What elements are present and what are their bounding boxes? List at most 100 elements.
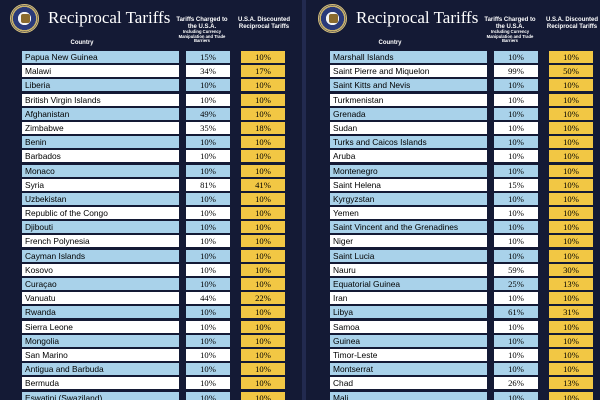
country-cell: Curaçao (22, 278, 179, 290)
table-row: Bermuda 10% 10% (2, 376, 296, 390)
discounted-cell: 10% (241, 165, 285, 177)
country-cell: San Marino (22, 349, 179, 361)
table-row: Sudan 10% 10% (310, 121, 600, 135)
table-row: Curaçao 10% 10% (2, 277, 296, 291)
discounted-cell: 10% (241, 193, 285, 205)
seal-eagle-icon (329, 14, 338, 23)
charged-header-label: Tariffs Charged to the U.S.A. (484, 17, 535, 30)
discounted-cell: 10% (549, 207, 593, 219)
table-row: Liberia 10% 10% (2, 78, 296, 92)
discounted-cell: 10% (241, 51, 285, 63)
table-row: Samoa 10% 10% (310, 320, 600, 334)
presidential-seal-icon (10, 4, 39, 33)
discounted-cell: 10% (549, 150, 593, 162)
discounted-cell: 10% (241, 250, 285, 262)
charged-cell: 10% (494, 193, 538, 205)
table-row: Libya 61% 31% (310, 305, 600, 319)
table-row: Saint Vincent and the Grenadines 10% 10% (310, 220, 600, 234)
country-cell: Antigua and Barbuda (22, 363, 179, 375)
discounted-cell: 10% (549, 51, 593, 63)
charged-cell: 10% (494, 165, 538, 177)
tariff-table: Marshall Islands 10% 10% Saint Pierre and M… (310, 50, 600, 400)
discounted-cell: 10% (549, 363, 593, 375)
table-row: Saint Pierre and Miquelon 99% 50% (310, 64, 600, 78)
charged-cell: 10% (186, 335, 230, 347)
country-cell: Kosovo (22, 264, 179, 276)
discounted-cell: 10% (241, 79, 285, 91)
country-cell: Equatorial Guinea (330, 278, 487, 290)
country-cell: Grenada (330, 108, 487, 120)
table-row: Antigua and Barbuda 10% 10% (2, 362, 296, 376)
table-row: Guinea 10% 10% (310, 334, 600, 348)
table-row: Saint Lucia 10% 10% (310, 249, 600, 263)
country-cell: Saint Pierre and Miquelon (330, 65, 487, 77)
panel-divider (302, 0, 306, 400)
discounted-cell: 10% (549, 136, 593, 148)
table-row: Republic of the Congo 10% 10% (2, 206, 296, 220)
discounted-cell: 10% (241, 221, 285, 233)
country-cell: Mali (330, 392, 487, 400)
table-row: Eswatini (Swaziland) 10% 10% (2, 391, 296, 400)
charged-cell: 10% (186, 150, 230, 162)
country-header: Country (2, 40, 162, 46)
discounted-cell: 13% (549, 377, 593, 389)
table-row: Saint Helena 15% 10% (310, 178, 600, 192)
charged-cell: 10% (494, 363, 538, 375)
country-cell: Vanuatu (22, 292, 179, 304)
discounted-cell: 30% (549, 264, 593, 276)
table-row: Papua New Guinea 15% 10% (2, 50, 296, 64)
panel-title: Reciprocal Tariffs (48, 8, 170, 28)
charged-cell: 61% (494, 306, 538, 318)
charged-header: Tariffs Charged to the U.S.A. Including … (172, 17, 232, 44)
country-cell: Sierra Leone (22, 321, 179, 333)
charged-cell: 10% (186, 377, 230, 389)
country-cell: Djibouti (22, 221, 179, 233)
country-cell: Mongolia (22, 335, 179, 347)
country-cell: Republic of the Congo (22, 207, 179, 219)
charged-header-label: Tariffs Charged to the U.S.A. (176, 17, 227, 30)
discount-header: U.S.A. Discounted Reciprocal Tariffs (234, 17, 294, 30)
country-cell: Papua New Guinea (22, 51, 179, 63)
discounted-cell: 10% (549, 108, 593, 120)
charged-cell: 49% (186, 108, 230, 120)
table-row: Sierra Leone 10% 10% (2, 320, 296, 334)
discounted-cell: 10% (241, 321, 285, 333)
charged-cell: 10% (186, 94, 230, 106)
country-cell: Afghanistan (22, 108, 179, 120)
discounted-cell: 10% (549, 392, 593, 400)
discounted-cell: 10% (549, 250, 593, 262)
table-row: Saint Kitts and Nevis 10% 10% (310, 78, 600, 92)
table-row: Timor-Leste 10% 10% (310, 348, 600, 362)
charged-cell: 10% (494, 136, 538, 148)
discounted-cell: 10% (241, 136, 285, 148)
table-row: Montserrat 10% 10% (310, 362, 600, 376)
charged-cell: 10% (494, 51, 538, 63)
charged-cell: 10% (494, 349, 538, 361)
charged-cell: 10% (494, 392, 538, 400)
country-cell: Aruba (330, 150, 487, 162)
discounted-cell: 10% (549, 321, 593, 333)
discounted-cell: 10% (549, 221, 593, 233)
country-cell: Nauru (330, 264, 487, 276)
charged-cell: 10% (494, 292, 538, 304)
table-row: Kyrgyzstan 10% 10% (310, 192, 600, 206)
discounted-cell: 10% (241, 363, 285, 375)
discounted-cell: 10% (549, 335, 593, 347)
discounted-cell: 10% (241, 306, 285, 318)
country-cell: Timor-Leste (330, 349, 487, 361)
charged-cell: 10% (494, 335, 538, 347)
country-cell: Samoa (330, 321, 487, 333)
discounted-cell: 22% (241, 292, 285, 304)
charged-cell: 10% (186, 264, 230, 276)
country-cell: Benin (22, 136, 179, 148)
table-row: Yemen 10% 10% (310, 206, 600, 220)
discounted-cell: 10% (549, 122, 593, 134)
charged-cell: 10% (186, 363, 230, 375)
country-cell: Chad (330, 377, 487, 389)
country-cell: Zimbabwe (22, 122, 179, 134)
charged-cell: 10% (186, 278, 230, 290)
table-row: Iran 10% 10% (310, 291, 600, 305)
table-row: Aruba 10% 10% (310, 149, 600, 163)
discounted-cell: 41% (241, 179, 285, 191)
country-cell: Monaco (22, 165, 179, 177)
